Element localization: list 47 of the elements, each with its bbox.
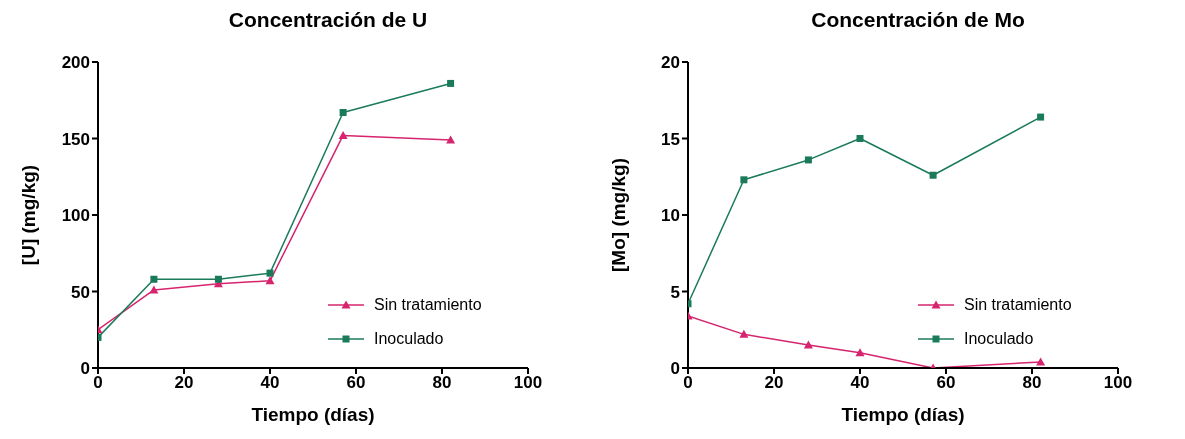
x-tick-label: 0 [683, 373, 693, 393]
y-tick-label: 150 [61, 129, 90, 149]
legend-label: Inoculado [374, 329, 444, 349]
point [856, 135, 864, 142]
y-tick-label: 200 [61, 53, 90, 73]
x-tick-label: 20 [174, 373, 194, 393]
point [739, 329, 749, 338]
point [214, 275, 222, 283]
point [740, 176, 748, 184]
y-tick-label: 50 [71, 282, 90, 302]
point [1037, 113, 1045, 121]
x-tick-label: 60 [346, 373, 366, 393]
x-tick-label: 80 [432, 373, 452, 393]
point [929, 171, 937, 179]
point [855, 348, 865, 357]
y-tick-label: 10 [661, 206, 680, 226]
y-tick-label: 15 [661, 129, 680, 149]
y-tick-label: 5 [670, 282, 680, 302]
y-tick-label: 0 [80, 359, 90, 379]
point [804, 156, 812, 164]
point [150, 275, 158, 283]
x-tick-label: 40 [260, 373, 280, 393]
point [447, 79, 455, 87]
y-axis-title: [Mo] (mg/kg) [607, 158, 629, 272]
legend-label: Sin tratamiento [374, 295, 482, 315]
y-tick-label: 0 [670, 359, 680, 379]
chart-title: Concentración de Mo [810, 8, 1026, 33]
x-tick-label: 40 [850, 373, 870, 393]
legend-label: Sin tratamiento [964, 295, 1072, 315]
x-axis-title: Tiempo (días) [841, 404, 965, 426]
x-tick-label: 0 [93, 373, 103, 393]
y-tick-label: 20 [661, 53, 680, 73]
chart-title: Concentración de U [227, 8, 429, 33]
legend-label: Inoculado [964, 329, 1034, 349]
y-tick-label: 100 [61, 206, 90, 226]
x-tick-label: 60 [936, 373, 956, 393]
x-tick-label: 20 [764, 373, 784, 393]
point [338, 130, 348, 139]
point [266, 269, 274, 277]
y-axis-title: [U] (mg/kg) [17, 164, 39, 266]
point [446, 135, 456, 144]
x-tick-label: 80 [1022, 373, 1042, 393]
point [803, 340, 813, 349]
x-axis-title: Tiempo (días) [251, 404, 375, 426]
x-tick-label: 100 [1103, 373, 1133, 393]
x-tick-label: 100 [513, 373, 543, 393]
point [339, 108, 347, 116]
